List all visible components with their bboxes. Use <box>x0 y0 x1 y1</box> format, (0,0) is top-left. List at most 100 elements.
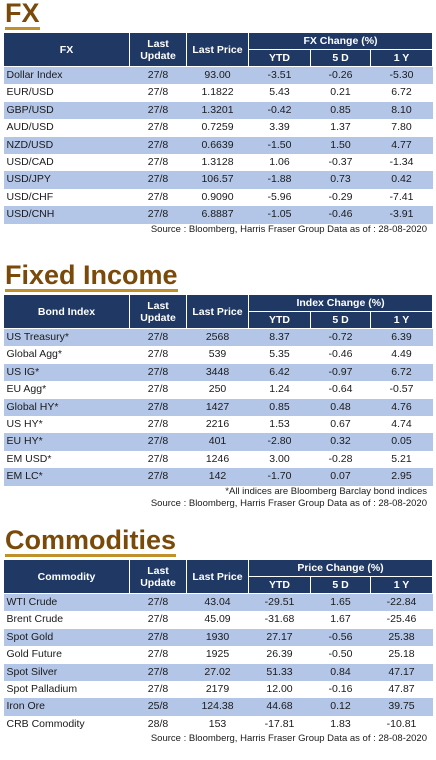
row-ytd: 1.53 <box>248 416 311 434</box>
table-row: AUD/USD 27/8 0.7259 3.39 1.37 7.80 <box>3 119 433 137</box>
row-ytd: 12.00 <box>248 681 311 699</box>
table-row: EM USD* 27/8 1246 3.00 -0.28 5.21 <box>3 450 433 469</box>
table-row: Spot Gold 27/8 1930 27.17 -0.56 25.38 <box>3 628 433 647</box>
table-row: Spot Silver 27/8 27.02 51.33 0.84 47.17 <box>3 663 433 682</box>
row-1y: 4.77 <box>370 136 433 155</box>
row-last-price: 93.00 <box>186 66 249 85</box>
fx-header-change: FX Change (%) <box>248 32 433 50</box>
commodities-title: Commodities <box>5 525 177 557</box>
table-row: EM LC* 27/8 142 -1.70 0.07 2.95 <box>3 468 433 486</box>
table-row: CRB Commodity 28/8 153 -17.81 1.83 -10.81 <box>3 715 433 734</box>
row-name: Brent Crude <box>3 611 130 629</box>
fx-header-1y: 1 Y <box>370 49 433 67</box>
row-5d: -0.16 <box>310 681 371 699</box>
row-ytd: -1.70 <box>248 468 311 486</box>
table-row: USD/JPY 27/8 106.57 -1.88 0.73 0.42 <box>3 171 433 189</box>
row-ytd: -5.96 <box>248 188 311 207</box>
row-1y: 25.38 <box>370 628 433 647</box>
row-name: EM USD* <box>3 450 130 469</box>
row-last-price: 43.04 <box>186 593 249 612</box>
row-ytd: 51.33 <box>248 663 311 682</box>
com-header-last-update: Last Update <box>129 559 187 594</box>
row-ytd: -3.51 <box>248 66 311 85</box>
com-header-1y: 1 Y <box>369 576 434 594</box>
table-row: US IG* 27/8 3448 6.42 -0.97 6.72 <box>3 363 433 382</box>
com-header-5d: 5 D <box>310 576 371 594</box>
row-last-update: 27/8 <box>129 663 187 682</box>
row-5d: -0.37 <box>310 154 371 172</box>
row-1y: -0.57 <box>370 381 433 399</box>
row-name: Dollar Index <box>3 66 130 85</box>
table-row: NZD/USD 27/8 0.6639 -1.50 1.50 4.77 <box>3 136 433 155</box>
row-ytd: 5.35 <box>248 346 311 364</box>
row-last-update: 27/8 <box>129 154 187 172</box>
row-name: Spot Silver <box>3 663 130 682</box>
table-row: US Treasury* 27/8 2568 8.37 -0.72 6.39 <box>3 328 433 347</box>
row-last-price: 1925 <box>186 646 249 664</box>
fx-header-last-price: Last Price <box>186 32 249 67</box>
fx-title: FX <box>5 0 40 30</box>
row-name: Spot Gold <box>3 628 130 647</box>
row-last-price: 1.3128 <box>186 154 249 172</box>
fx-section: FX FX Last Update Last Price FX Change (… <box>3 0 433 236</box>
row-last-price: 0.9090 <box>186 188 249 207</box>
row-last-update: 27/8 <box>129 328 187 347</box>
row-last-price: 539 <box>186 346 249 364</box>
row-5d: 0.48 <box>310 398 371 417</box>
row-last-price: 1.3201 <box>186 101 249 120</box>
table-row: USD/CAD 27/8 1.3128 1.06 -0.37 -1.34 <box>3 154 433 172</box>
fx-header-name: FX <box>3 32 130 67</box>
row-5d: 0.32 <box>310 433 371 451</box>
com-header-name: Commodity <box>3 559 130 594</box>
commodities-rows: WTI Crude 27/8 43.04 -29.51 1.65 -22.84 Brent … <box>3 593 433 734</box>
row-1y: 25.18 <box>370 646 433 664</box>
row-1y: 39.75 <box>370 698 433 716</box>
row-ytd: -1.50 <box>248 136 311 155</box>
row-name: Global HY* <box>3 398 130 417</box>
row-name: EU HY* <box>3 433 130 451</box>
row-5d: 1.65 <box>310 593 371 612</box>
commodities-source: Source : Bloomberg, Harris Fraser Group … <box>150 733 427 745</box>
row-last-price: 27.02 <box>186 663 249 682</box>
row-name: EM LC* <box>3 468 130 486</box>
row-last-update: 27/8 <box>129 628 187 647</box>
row-last-price: 153 <box>186 715 249 734</box>
row-last-update: 27/8 <box>129 188 187 207</box>
row-1y: 6.39 <box>370 328 433 347</box>
row-5d: 0.12 <box>310 698 371 716</box>
fx-table: FX Last Update Last Price FX Change (%) … <box>3 32 433 224</box>
row-ytd: 1.06 <box>248 154 311 172</box>
row-last-price: 401 <box>186 433 249 451</box>
row-1y: 0.42 <box>370 171 433 189</box>
row-ytd: 44.68 <box>248 698 311 716</box>
row-1y: -1.34 <box>370 154 433 172</box>
table-row: Spot Palladium 27/8 2179 12.00 -0.16 47.87 <box>3 681 433 699</box>
com-header-ytd: YTD <box>248 576 311 594</box>
row-name: USD/CHF <box>3 188 130 207</box>
row-1y: 6.72 <box>370 84 433 102</box>
table-row: Iron Ore 25/8 124.38 44.68 0.12 39.75 <box>3 698 433 716</box>
row-5d: 1.83 <box>310 715 371 734</box>
row-name: NZD/USD <box>3 136 130 155</box>
row-last-update: 27/8 <box>129 363 187 382</box>
row-1y: 47.87 <box>370 681 433 699</box>
row-ytd: 8.37 <box>248 328 311 347</box>
row-last-price: 124.38 <box>186 698 249 716</box>
row-1y: 2.95 <box>370 468 433 486</box>
row-1y: 4.76 <box>370 398 433 417</box>
table-row: USD/CNH 27/8 6.8887 -1.05 -0.46 -3.91 <box>3 206 433 224</box>
commodities-table: Commodity Last Update Last Price Price C… <box>3 559 434 734</box>
row-last-price: 2568 <box>186 328 249 347</box>
table-row: WTI Crude 27/8 43.04 -29.51 1.65 -22.84 <box>3 593 433 612</box>
row-5d: -0.46 <box>310 206 371 224</box>
row-5d: -0.26 <box>310 66 371 85</box>
row-1y: 8.10 <box>370 101 433 120</box>
row-last-update: 27/8 <box>129 416 187 434</box>
row-last-update: 25/8 <box>129 698 187 716</box>
row-5d: -0.28 <box>310 450 371 469</box>
row-ytd: 3.00 <box>248 450 311 469</box>
row-1y: -22.84 <box>370 593 433 612</box>
row-5d: -0.97 <box>310 363 371 382</box>
row-last-update: 27/8 <box>129 119 187 137</box>
fi-header-last-update: Last Update <box>129 294 187 329</box>
